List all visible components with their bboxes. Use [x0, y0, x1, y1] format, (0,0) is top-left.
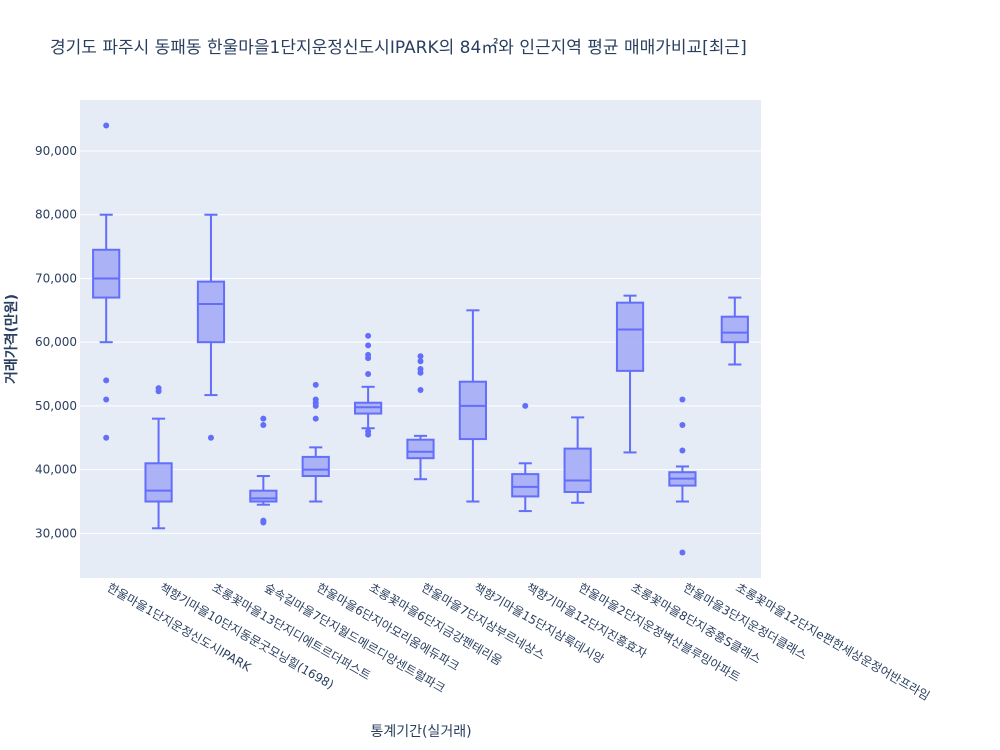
y-tick-label: 90,000 [35, 144, 77, 158]
y-tick-label: 60,000 [35, 335, 77, 349]
outlier-point [312, 415, 319, 422]
y-tick-label: 50,000 [35, 399, 77, 413]
outlier-point [417, 353, 424, 360]
y-tick-label: 70,000 [35, 271, 77, 285]
box-10 [563, 416, 592, 504]
outlier-point [103, 434, 110, 441]
box-3 [196, 213, 226, 441]
iqr-box [301, 455, 330, 478]
y-tick-label: 80,000 [35, 208, 77, 222]
box-11 [615, 294, 645, 454]
y-tick-label: 30,000 [35, 526, 77, 540]
iqr-box [144, 462, 173, 503]
iqr-box [249, 489, 278, 503]
outlier-point [522, 402, 529, 409]
outlier-point [365, 342, 372, 349]
outlier-point [103, 396, 110, 403]
outlier-point [679, 422, 686, 429]
chart-title: 경기도 파주시 동패동 한울마을1단지운정신도시IPARK의 84㎡와 인근지역… [50, 38, 747, 58]
plot-background [80, 100, 761, 578]
outlier-point [260, 415, 267, 422]
iqr-box [458, 380, 487, 441]
box-7 [406, 353, 435, 481]
outlier-point [312, 402, 319, 409]
outlier-point [103, 122, 110, 129]
outlier-point [417, 369, 424, 376]
outlier-point [417, 358, 424, 365]
y-axis-title: 거래가격(만원) [3, 294, 20, 384]
iqr-box [92, 248, 121, 299]
outlier-point [365, 355, 372, 362]
outlier-point [260, 422, 267, 429]
boxes [92, 122, 749, 556]
box-12 [668, 396, 697, 556]
outlier-point [365, 371, 372, 378]
x-axis-ticks: 한울마을1단지운정신도시IPARK책향기마을10단지동문굿모닝힐(1698)초롱… [105, 580, 932, 704]
iqr-box [511, 473, 540, 498]
outlier-point [417, 386, 424, 393]
outlier-point [679, 549, 686, 556]
iqr-box [563, 447, 592, 493]
iqr-box [615, 301, 645, 372]
iqr-box [406, 438, 435, 460]
x-tick-label: 초롱꽃마을12단지e편한세상운정어반프라임 [733, 580, 932, 703]
outlier-point [155, 388, 162, 395]
outlier-point [679, 396, 686, 403]
y-tick-label: 40,000 [35, 463, 77, 477]
outlier-point [207, 434, 214, 441]
box-2 [144, 385, 173, 530]
outlier-point [312, 381, 319, 388]
outlier-point [365, 332, 372, 339]
box-6 [354, 332, 383, 438]
box-8 [458, 309, 487, 503]
box-13 [720, 296, 749, 366]
box-9 [511, 402, 540, 513]
iqr-box [720, 315, 749, 344]
y-axis-ticks: 30,000 40,000 50,000 60,000 70,000 80,000 90,0… [35, 144, 77, 540]
outlier-point [365, 431, 372, 438]
x-axis-title: 통계기간(실거래) [370, 724, 471, 740]
box-1 [92, 122, 121, 441]
outlier-point [103, 377, 110, 384]
outlier-point [679, 447, 686, 454]
box-5 [301, 381, 330, 503]
box-4 [249, 415, 278, 526]
iqr-box [196, 280, 226, 344]
outlier-point [260, 519, 267, 526]
